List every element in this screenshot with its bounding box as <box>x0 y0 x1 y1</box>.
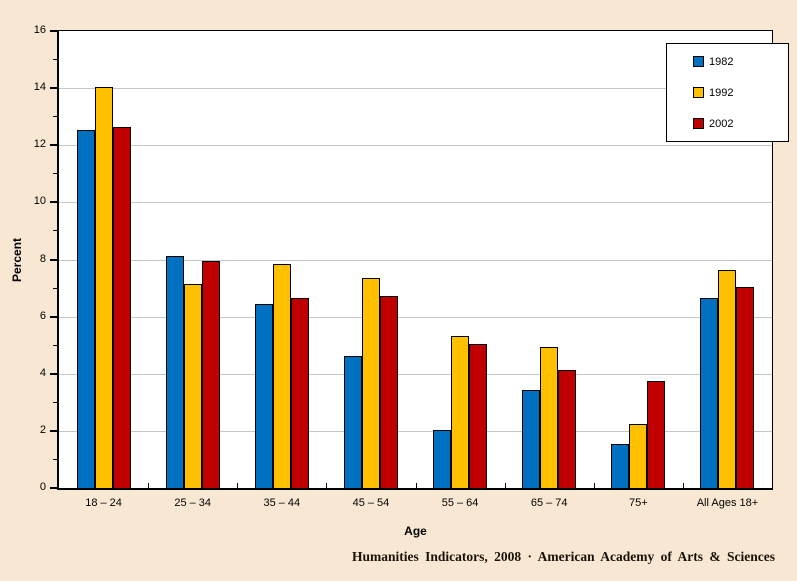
x-boundary-tick <box>326 483 327 488</box>
y-major-tick-2 <box>50 430 57 432</box>
y-tick-label-4: 4 <box>39 367 46 379</box>
y-minor-tick-9 <box>53 230 57 231</box>
y-minor-tick-15 <box>53 59 57 60</box>
y-minor-tick-11 <box>53 173 57 174</box>
bar-1982-18-24 <box>76 130 95 488</box>
y-major-tick-14 <box>50 87 57 89</box>
y-minor-tick-3 <box>53 402 57 403</box>
y-major-tick-10 <box>50 201 57 203</box>
bar-1982-75+ <box>611 444 630 488</box>
x-category-label-75+: 75+ <box>628 497 648 509</box>
bar-2002-All-Ages-18+ <box>736 287 755 488</box>
gridline-4 <box>59 373 772 375</box>
y-minor-tick-5 <box>53 345 57 346</box>
bar-2002-65-74 <box>558 370 577 488</box>
legend-item-1982: 1982 <box>693 56 788 68</box>
legend: 1982 1992 2002 <box>666 43 789 142</box>
legend-label-2002: 2002 <box>709 117 734 130</box>
bar-1982-45-54 <box>343 356 362 488</box>
y-tick-label-0: 0 <box>39 481 46 493</box>
y-minor-tick-13 <box>53 116 57 117</box>
x-boundary-tick <box>237 483 238 488</box>
legend-swatch-2002 <box>693 118 704 129</box>
y-tick-label-2: 2 <box>39 424 46 436</box>
legend-item-2002: 2002 <box>693 118 788 130</box>
y-major-tick-0 <box>50 487 57 489</box>
bar-1992-25-34 <box>183 284 202 488</box>
bar-2002-75+ <box>647 381 666 488</box>
y-major-tick-4 <box>50 373 57 375</box>
bar-1992-18-24 <box>94 87 113 488</box>
bar-2002-55-64 <box>469 344 488 488</box>
x-category-label-65-74: 65 – 74 <box>530 497 568 509</box>
y-tick-label-14: 14 <box>33 81 46 93</box>
x-boundary-tick <box>505 483 506 488</box>
y-major-tick-12 <box>50 144 57 146</box>
x-category-label-45-54: 45 – 54 <box>352 497 390 509</box>
gridline-12 <box>59 145 772 147</box>
x-category-label-35-44: 35 – 44 <box>263 497 301 509</box>
bar-1992-35-44 <box>272 264 291 488</box>
x-category-label-55-64: 55 – 64 <box>441 497 479 509</box>
bar-1992-45-54 <box>361 278 380 488</box>
x-category-label-All-Ages-18+: All Ages 18+ <box>696 497 759 509</box>
bar-1982-35-44 <box>254 304 273 488</box>
legend-swatch-1982 <box>693 56 704 67</box>
gridline-14 <box>59 88 772 90</box>
plot-area <box>57 30 773 490</box>
y-tick-label-6: 6 <box>39 310 46 322</box>
bar-2002-35-44 <box>290 298 309 488</box>
y-major-tick-6 <box>50 316 57 318</box>
bar-1992-65-74 <box>540 347 559 488</box>
legend-label-1982: 1982 <box>709 55 734 68</box>
gridline-2 <box>59 430 772 432</box>
bar-2002-45-54 <box>379 296 398 488</box>
gridline-8 <box>59 259 772 261</box>
bar-2002-25-34 <box>201 261 220 488</box>
x-boundary-tick <box>148 483 149 488</box>
y-minor-tick-1 <box>53 459 57 460</box>
x-category-label-18-24: 18 – 24 <box>85 497 122 509</box>
x-boundary-tick <box>594 483 595 488</box>
y-tick-label-10: 10 <box>33 195 46 207</box>
bar-1982-All-Ages-18+ <box>700 298 719 488</box>
y-tick-label-16: 16 <box>33 24 46 36</box>
y-minor-tick-7 <box>53 288 57 289</box>
footer-credit: Humanities Indicators, 2008 · American A… <box>352 549 775 564</box>
y-tick-label-8: 8 <box>39 253 46 265</box>
bar-1992-55-64 <box>451 336 470 488</box>
bar-1992-All-Ages-18+ <box>718 270 737 488</box>
legend-swatch-1992 <box>693 87 704 98</box>
gridline-10 <box>59 202 772 204</box>
legend-label-1992: 1992 <box>709 86 734 99</box>
y-tick-label-12: 12 <box>33 138 46 150</box>
legend-item-1992: 1992 <box>693 87 788 99</box>
x-boundary-tick <box>683 483 684 488</box>
y-major-tick-8 <box>50 259 57 261</box>
x-boundary-tick <box>416 483 417 488</box>
bar-1982-65-74 <box>522 390 541 488</box>
bar-2002-18-24 <box>112 127 131 488</box>
gridline-6 <box>59 316 772 318</box>
bar-1982-55-64 <box>433 430 452 488</box>
x-axis-title: Age <box>404 524 427 538</box>
y-major-tick-16 <box>50 30 57 32</box>
bar-1992-75+ <box>629 424 648 488</box>
bar-1982-25-34 <box>165 256 184 488</box>
x-category-label-25-34: 25 – 34 <box>174 497 212 509</box>
